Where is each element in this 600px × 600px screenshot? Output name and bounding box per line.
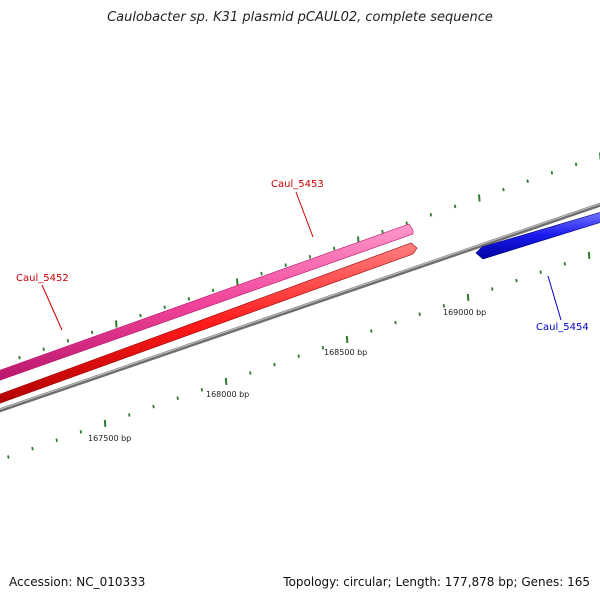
ruler-label: 169000 bp	[443, 308, 486, 317]
backbone-line	[0, 202, 600, 413]
minor-tick	[260, 271, 263, 276]
minor-tick	[297, 354, 300, 358]
gene-arrow[interactable]	[0, 223, 414, 382]
gene-caul-5454[interactable]	[475, 211, 600, 260]
minor-tick	[563, 262, 567, 266]
minor-tick	[55, 438, 58, 442]
minor-tick	[249, 371, 252, 375]
minor-tick	[211, 288, 215, 293]
minor-tick	[284, 263, 287, 267]
minor-tick	[308, 255, 312, 259]
major-tick	[345, 335, 349, 343]
major-tick	[587, 251, 591, 259]
map-title: Caulobacter sp. K31 plasmid pCAUL02, com…	[107, 10, 493, 25]
label-leader	[41, 284, 63, 331]
major-tick	[115, 320, 118, 328]
outer-tick-ruler	[18, 152, 600, 360]
ruler-label: 168500 bp	[324, 348, 367, 357]
inner-tick-ruler	[7, 251, 591, 459]
minor-tick	[526, 179, 529, 183]
minor-tick	[79, 430, 83, 434]
minor-tick	[90, 330, 94, 335]
minor-tick	[42, 347, 45, 351]
topology-summary: Topology: circular; Length: 177,878 bp; …	[283, 575, 590, 589]
minor-tick	[66, 339, 70, 343]
minor-tick	[418, 312, 421, 316]
minor-tick	[429, 213, 433, 217]
minor-tick	[491, 287, 494, 291]
gene-arrow[interactable]	[475, 211, 600, 260]
gene-label[interactable]: Caul_5454	[536, 322, 589, 333]
minor-tick	[453, 204, 457, 209]
minor-tick	[405, 221, 408, 225]
minor-tick	[394, 320, 397, 325]
minor-tick	[152, 404, 155, 409]
accession-text: Accession: NC_010333	[9, 575, 146, 589]
gene-arrow[interactable]	[0, 242, 418, 405]
major-tick	[236, 278, 239, 286]
minor-tick	[128, 413, 131, 417]
major-tick	[466, 293, 470, 301]
minor-tick	[515, 278, 518, 283]
ruler-label: 168000 bp	[206, 390, 249, 399]
minor-tick	[7, 455, 10, 459]
minor-tick	[176, 396, 179, 400]
major-tick	[224, 377, 228, 385]
minor-tick	[574, 162, 578, 167]
minor-tick	[332, 246, 336, 251]
minor-tick	[18, 355, 21, 360]
minor-tick	[273, 362, 276, 367]
gene-label[interactable]: Caul_5453	[271, 179, 324, 190]
label-leader	[295, 191, 314, 238]
gene-caul-5452[interactable]	[0, 223, 414, 382]
minor-tick	[187, 297, 191, 301]
minor-tick	[31, 446, 34, 451]
minor-tick	[370, 329, 373, 333]
label-leader	[547, 275, 562, 321]
minor-tick	[321, 346, 325, 350]
minor-tick	[381, 229, 384, 234]
minor-tick	[163, 305, 166, 309]
major-tick	[478, 194, 481, 202]
minor-tick	[550, 171, 554, 175]
backbone-line-highlight	[0, 203, 600, 410]
minor-tick	[539, 270, 542, 274]
gene-label[interactable]: Caul_5452	[16, 273, 69, 284]
minor-tick	[139, 313, 142, 318]
minor-tick	[442, 304, 446, 308]
gene-caul-5453[interactable]	[0, 242, 418, 405]
ruler-label: 167500 bp	[88, 434, 131, 443]
minor-tick	[200, 388, 204, 392]
minor-tick	[502, 187, 505, 192]
major-tick	[103, 419, 107, 427]
